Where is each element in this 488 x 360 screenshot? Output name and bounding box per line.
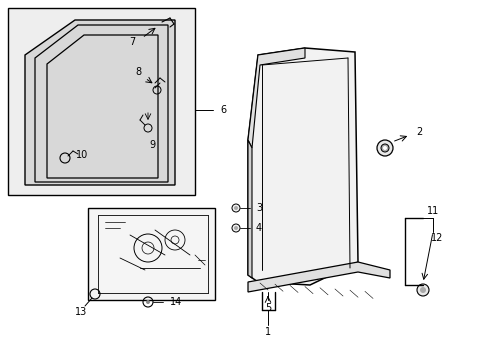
Text: 13: 13 <box>75 307 87 317</box>
Polygon shape <box>247 48 357 285</box>
Circle shape <box>376 140 392 156</box>
Text: 9: 9 <box>149 140 155 150</box>
Polygon shape <box>247 48 305 148</box>
Circle shape <box>419 287 425 293</box>
Text: 2: 2 <box>415 127 421 137</box>
Polygon shape <box>247 262 389 292</box>
Text: 7: 7 <box>129 37 135 47</box>
Text: 6: 6 <box>220 105 225 115</box>
Circle shape <box>231 204 240 212</box>
Circle shape <box>416 284 428 296</box>
Circle shape <box>382 146 386 150</box>
Polygon shape <box>8 8 195 195</box>
Text: 8: 8 <box>135 67 141 77</box>
Text: 1: 1 <box>264 327 270 337</box>
Circle shape <box>231 224 240 232</box>
Polygon shape <box>247 140 251 278</box>
Text: 3: 3 <box>256 203 262 213</box>
Polygon shape <box>25 20 175 185</box>
Polygon shape <box>88 208 215 300</box>
Text: 14: 14 <box>170 297 182 307</box>
Text: 12: 12 <box>430 233 442 243</box>
Text: 5: 5 <box>264 303 270 313</box>
Circle shape <box>380 144 388 152</box>
Circle shape <box>234 206 238 210</box>
Text: 11: 11 <box>426 206 438 216</box>
Text: 4: 4 <box>256 223 262 233</box>
Circle shape <box>146 300 150 304</box>
Text: 10: 10 <box>76 150 88 160</box>
Circle shape <box>234 226 238 230</box>
